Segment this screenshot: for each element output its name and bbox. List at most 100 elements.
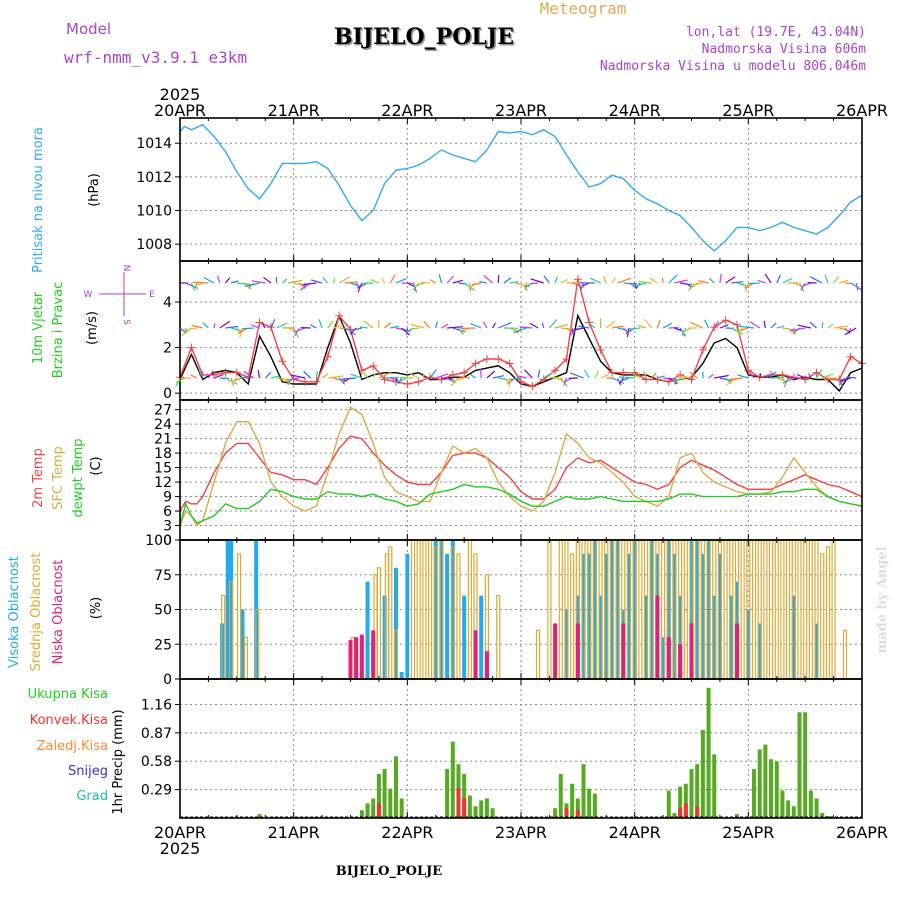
precip-bar [757,749,762,818]
series-line [179,123,863,252]
wind-direction-arrow [469,373,476,379]
wind-direction-arrow [219,320,231,329]
wind-direction-arrow [713,320,720,329]
precip-bar [734,814,739,818]
wind-direction-arrow [846,376,857,379]
wind-direction-arrow [822,373,834,379]
wind-direction-arrow [629,371,641,379]
cloud-bar [706,540,711,679]
wind-direction-arrow [833,276,840,284]
wind-ylabel: 10m Vjetar Brzina i Pravac (m/s) N S W E [31,265,155,379]
legend-total-rain: Ukupna Kisa [28,687,108,702]
cloud-bar [496,594,501,680]
wind-direction-arrow [618,376,635,379]
series-line [179,483,863,526]
wind-direction-arrow [452,279,463,284]
wind-direction-arrow [503,277,512,284]
precip-bar [581,764,586,818]
wind-direction-arrow [782,278,793,284]
cloud-bar [712,595,717,679]
wind-direction-arrow [541,322,545,329]
cloud-bar [700,553,705,679]
gust-marker [551,366,560,375]
wind-direction-arrow [737,374,749,379]
top-time-axis: 20APR 21APR 22APR 23APR 24APR 25APR 26APR [154,101,888,120]
wind-direction-arrow [207,370,214,379]
wind-direction-arrow [771,376,785,379]
wind-direction-arrow [569,372,584,379]
wind-direction-arrow [622,327,628,333]
bottom-date-label: 23APR [495,823,547,842]
gust-marker [528,382,537,391]
wind-direction-arrow [757,279,766,284]
top-date-label: 20APR [154,101,206,120]
precip-bar [462,798,467,818]
cloud-bar [535,629,541,680]
wind-direction-arrow [344,281,358,284]
wind-direction-arrow [674,279,688,284]
pressure-title: Pritisak na nivou mora [31,127,46,273]
wind-direction-arrow [510,377,522,381]
pressure-ylabel: Pritisak na nivou mora (hPa) [31,127,102,273]
y-tick-label: 1012 [136,170,172,186]
footer-title: BIJELO_POLJE [336,864,442,879]
gust-marker [732,320,741,329]
wind-direction-arrow [287,279,303,284]
precip-bar [558,773,563,818]
wind-direction-arrow [202,322,209,329]
y-tick-label: 4 [163,295,172,311]
y-tick-label: 50 [154,603,172,619]
cloud-bar [359,634,364,679]
gust-marker [505,359,514,368]
wind-direction-arrow [315,371,318,379]
gust-marker [721,316,730,325]
cloud-bar [644,595,649,679]
legend-snow: Snijeg [68,764,108,779]
wind-direction-arrow [730,327,743,335]
wind-direction-arrow [530,278,544,284]
precip-bar [689,769,694,818]
wind-direction-arrow [287,327,296,332]
precip-bar [700,729,705,818]
cloud-bar [479,595,484,679]
wind-direction-arrow [310,324,317,329]
wind-direction-arrow [356,282,368,289]
cloud-bar [547,539,552,680]
wind-direction-arrow [728,377,743,381]
precip-bar [820,813,825,818]
cloud-panel: 0 25 50 75 100 [145,533,863,688]
wind-direction-arrow [704,319,710,329]
gust-marker [380,375,389,384]
wind-direction-arrow [359,326,368,329]
gust-marker [471,359,480,368]
precip-bar [473,806,478,818]
gust-marker [585,318,594,327]
gust-marker [232,368,241,377]
gust-marker [653,375,662,384]
precip-bar [456,788,461,818]
wind-direction-arrow [263,276,272,284]
cloud-bar [689,540,694,679]
gust-marker [846,352,855,361]
precip-bar [371,798,376,818]
gust-marker [301,377,310,386]
precip-bar [462,773,467,818]
wind-direction-arrow [291,377,300,380]
wind-direction-arrow [649,277,658,284]
wind-direction-arrow [708,373,714,379]
precip-unit: 1hr Precip (mm) [111,709,126,814]
cloud-bar [393,567,398,679]
y-tick-label: 0.29 [141,783,172,799]
cloud-bar [842,629,848,680]
cloud-bar [786,539,791,680]
gust-marker [414,377,423,386]
cloud-bar [484,651,489,679]
cloud-bar [780,539,785,680]
wind-direction-arrow [333,324,344,329]
precip-bar [763,744,768,818]
cloud-bar [814,623,819,679]
cloud-bar [655,595,660,679]
wind-direction-arrow [420,281,431,284]
wind-direction-arrow [225,377,238,385]
wind-direction-arrow [452,377,465,382]
